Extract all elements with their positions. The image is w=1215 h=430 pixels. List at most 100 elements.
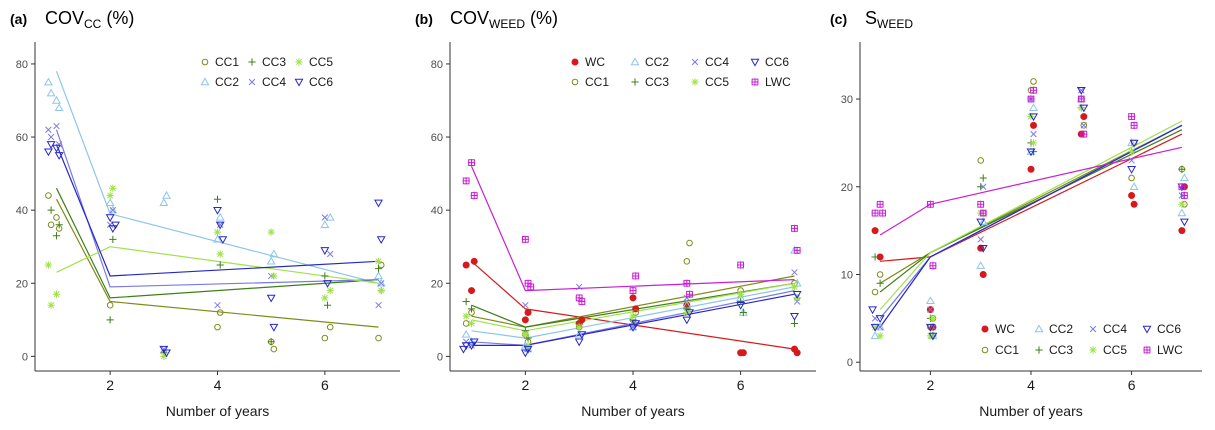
point-wc [629, 294, 637, 302]
point-cc6 [376, 236, 386, 245]
point-cc2 [1129, 182, 1139, 190]
point-cc5 [1029, 139, 1038, 147]
point-lwc [685, 290, 694, 298]
legend: WC CC2 CC4 CC6 CC1 CC3 CC5 LWC [571, 55, 791, 89]
x-tick-label: 2 [927, 377, 935, 393]
point-cc4 [683, 294, 691, 302]
point-cc6 [1029, 113, 1038, 122]
point-cc3 [790, 319, 799, 328]
point-cc6 [928, 332, 938, 341]
y-tick-label: 80 [431, 59, 443, 71]
panel-b: (b) COVWEED (%) 0 20 40 60 80 2 4 6 Number of year… [415, 8, 816, 419]
point-cc3 [321, 272, 329, 280]
point-cc4 [575, 283, 583, 291]
point-wc [1130, 200, 1138, 208]
point-lwc [1027, 95, 1035, 103]
y-tick-label: 30 [841, 94, 853, 106]
point-cc4 [53, 122, 60, 130]
panel-title: COVWEED (%) [450, 8, 558, 31]
panel-letter: (b) [415, 11, 433, 27]
point-cc2 [46, 88, 56, 97]
series-cc5 [44, 184, 385, 360]
point-cc6 [925, 323, 935, 332]
point-cc5 [462, 312, 470, 320]
point-lwc [871, 209, 879, 217]
point-cc5 [524, 341, 532, 350]
legend-key-cc6 [1142, 325, 1152, 334]
point-lwc [879, 209, 887, 217]
legend-item-cc4: CC4 [691, 55, 729, 69]
point-cc3 [524, 334, 532, 342]
point-cc6 [875, 315, 885, 323]
point-wc [1178, 227, 1186, 235]
legend-key-cc1 [571, 78, 579, 86]
legend-label: LWC [765, 75, 791, 89]
point-cc1 [326, 323, 334, 331]
point-cc6 [631, 320, 641, 329]
point-lwc [467, 159, 476, 167]
point-cc3 [55, 221, 63, 229]
point-wc [979, 270, 987, 278]
legend-item-lwc: LWC [1143, 343, 1183, 357]
legend-item-cc1: CC1 [201, 55, 239, 69]
point-cc1 [216, 309, 224, 316]
point-cc6 [43, 148, 53, 157]
series-cc6 [868, 87, 1189, 341]
point-wc [470, 257, 478, 265]
point-cc3 [739, 308, 747, 317]
legend-label: CC3 [1049, 343, 1073, 357]
legend: CC1 CC3 CC5 CC2 CC4 CC6 [200, 55, 333, 89]
panel-title-suffix: (%) [525, 8, 558, 28]
y-tick-label: 0 [22, 351, 28, 363]
point-cc5 [109, 184, 117, 192]
point-cc5 [929, 314, 937, 322]
point-cc6 [1026, 148, 1036, 157]
point-lwc [790, 224, 799, 233]
point-cc6 [108, 225, 118, 234]
series-lwc [462, 159, 801, 306]
point-cc4 [45, 126, 52, 133]
point-cc1 [1080, 122, 1088, 129]
point-lwc [1127, 112, 1136, 121]
legend-key-cc5 [691, 78, 699, 86]
trend-line-cc3 [471, 282, 795, 328]
y-tick-label: 10 [841, 269, 853, 281]
point-cc4 [977, 236, 984, 243]
legend-key-cc1 [201, 58, 209, 66]
legend-item-wc: WC [571, 55, 605, 69]
legend-key-cc4 [248, 78, 256, 86]
point-cc6 [868, 306, 878, 315]
point-cc4 [1078, 87, 1085, 94]
point-cc5 [267, 228, 275, 236]
legend-label: CC2 [645, 55, 669, 69]
point-cc3 [47, 206, 55, 214]
panel-title-sub: CC [84, 17, 102, 31]
legend-label: CC2 [215, 75, 239, 89]
legend-item-cc3: CC3 [631, 75, 669, 89]
point-cc1 [1030, 78, 1037, 85]
legend-key-cc3 [248, 58, 256, 66]
y-tick-label: 60 [16, 132, 28, 144]
legend-item-cc2: CC2 [630, 55, 669, 69]
x-axis-title: Number of years [979, 403, 1082, 419]
point-cc6 [269, 323, 279, 332]
point-cc1 [214, 323, 221, 331]
point-cc2 [376, 278, 386, 287]
point-cc2 [269, 249, 279, 258]
point-cc2 [266, 256, 276, 265]
point-cc6 [46, 141, 56, 149]
point-cc3 [876, 279, 884, 287]
trend-line-cc6 [55, 144, 379, 277]
point-cc3 [979, 174, 987, 182]
point-cc2 [461, 329, 471, 338]
point-cc2 [792, 278, 802, 287]
legend-key-cc2 [1034, 324, 1044, 333]
point-lwc [1029, 86, 1038, 94]
point-cc6 [323, 280, 332, 288]
series-cc3 [871, 104, 1186, 340]
point-cc6 [1079, 104, 1089, 113]
y-tick-label: 0 [847, 357, 853, 369]
point-lwc [629, 286, 637, 295]
legend-item-cc6: CC6 [294, 75, 333, 89]
point-cc2 [574, 329, 584, 338]
